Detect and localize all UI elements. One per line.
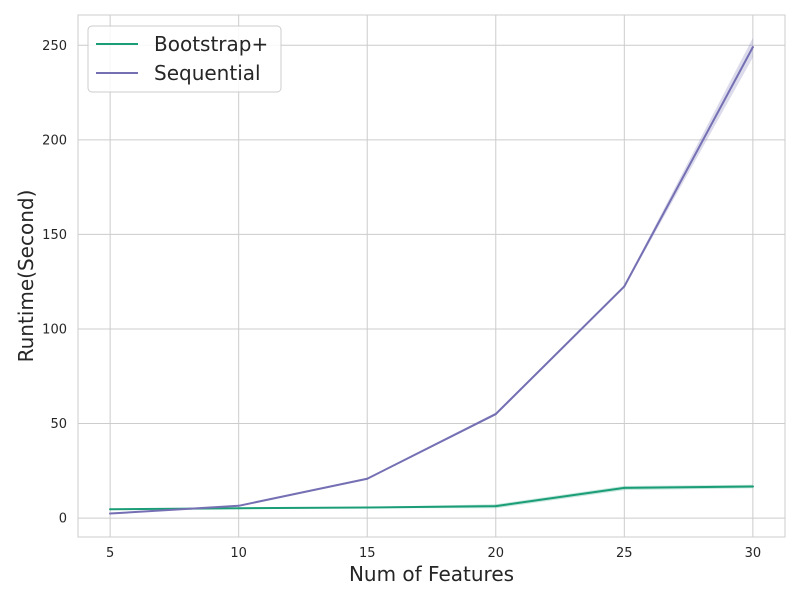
x-axis-label: Num of Features <box>349 562 514 586</box>
data-point-sequential <box>237 504 240 507</box>
y-tick-label: 200 <box>42 133 67 148</box>
series-line-sequential <box>109 46 754 515</box>
series-line-bootstrap <box>109 485 754 511</box>
data-point-bootstrap <box>751 485 754 488</box>
data-point-bootstrap <box>366 506 369 509</box>
x-tick-label: 20 <box>487 546 504 561</box>
plot-frame <box>77 14 786 538</box>
y-tick-label: 100 <box>42 322 67 337</box>
legend: Bootstrap+ Sequential <box>87 25 282 93</box>
confidence-band-bootstrap <box>110 484 753 510</box>
data-point-bootstrap <box>623 486 626 489</box>
data-point-sequential <box>623 285 626 288</box>
series-lines <box>109 46 754 515</box>
data-point-bootstrap <box>494 505 497 508</box>
confidence-bands <box>110 37 753 514</box>
data-point-sequential <box>366 477 369 480</box>
legend-label-bootstrap: Bootstrap+ <box>154 32 268 56</box>
data-point-sequential <box>494 413 497 416</box>
grid <box>78 15 785 537</box>
y-axis-label: Runtime(Second) <box>14 190 38 363</box>
legend-label-sequential: Sequential <box>154 61 261 85</box>
x-tick-label: 25 <box>616 546 633 561</box>
y-tick-label: 150 <box>42 228 67 243</box>
plot-area <box>78 15 785 537</box>
legend-box <box>87 25 282 93</box>
y-tick-label: 250 <box>42 39 67 54</box>
y-tick-label: 50 <box>50 417 67 432</box>
y-axis-ticks: 0 50 100 150 200 250 <box>42 39 67 527</box>
y-tick-label: 0 <box>59 512 67 527</box>
x-axis-ticks: 5 10 15 20 25 30 <box>106 546 761 561</box>
data-point-bootstrap <box>109 508 112 511</box>
data-point-bootstrap <box>237 507 240 510</box>
x-tick-label: 5 <box>106 546 114 561</box>
x-tick-label: 10 <box>230 546 247 561</box>
data-point-sequential <box>109 512 112 515</box>
data-point-sequential <box>751 46 754 49</box>
x-tick-label: 15 <box>359 546 376 561</box>
x-tick-label: 30 <box>745 546 762 561</box>
